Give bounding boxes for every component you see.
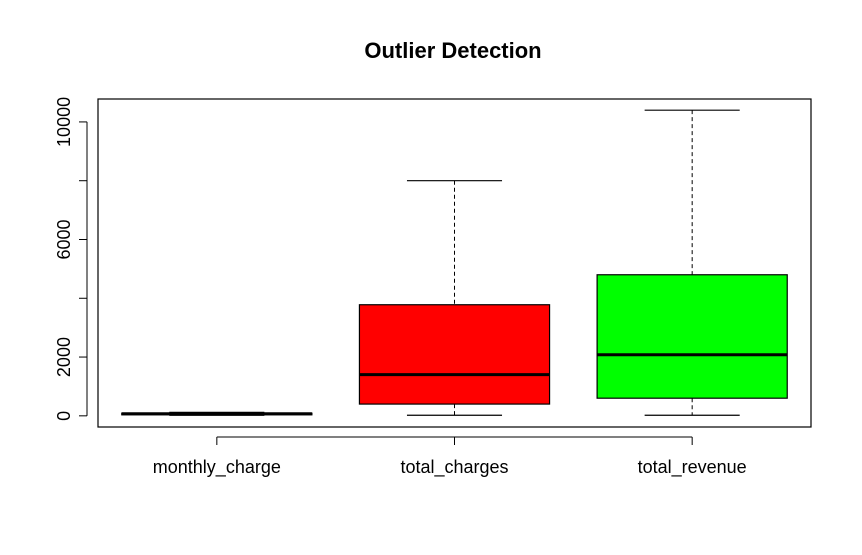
y-tick-label: 0	[54, 411, 74, 421]
iqr-box	[596, 274, 788, 399]
chart-title: Outlier Detection	[364, 38, 541, 63]
x-tick-label: monthly_charge	[153, 457, 281, 478]
box-total_charges	[358, 180, 551, 416]
box-total_revenue	[596, 109, 788, 416]
y-tick-label: 10000	[54, 97, 74, 147]
y-tick-label: 6000	[54, 219, 74, 259]
plot-frame	[97, 98, 812, 428]
x-tick-label: total_revenue	[638, 457, 747, 478]
x-tick-label: total_charges	[400, 457, 508, 478]
x-axis: monthly_charge total_charges total_revenue	[153, 436, 747, 478]
box-monthly_charge	[121, 411, 313, 416]
y-axis: 0 2000 6000 10000	[54, 97, 88, 421]
y-tick-label: 2000	[54, 337, 74, 377]
boxplot-series	[121, 109, 788, 416]
iqr-box	[358, 304, 551, 405]
